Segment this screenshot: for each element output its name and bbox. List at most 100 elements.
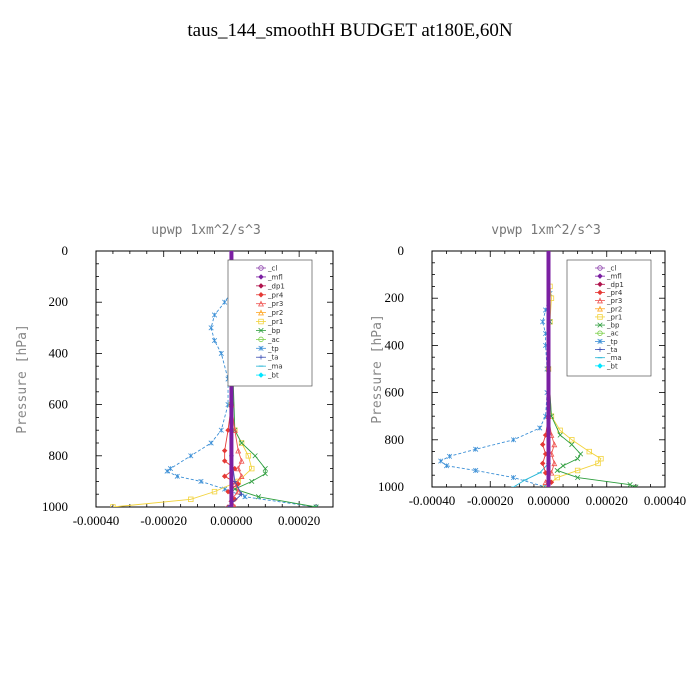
legend-marker <box>258 318 264 325</box>
series-line-pr3 <box>230 404 243 507</box>
data-point <box>211 338 218 344</box>
x-tick-label: -0.00020 <box>467 493 514 508</box>
y-tick-label: 1000 <box>42 499 68 514</box>
data-point <box>238 473 245 479</box>
legend-label: _bt <box>606 362 618 370</box>
data-point <box>238 440 245 446</box>
data-point <box>218 350 224 356</box>
data-point <box>438 458 444 464</box>
page-title: taus_144_smoothH BUDGET at180E,60N <box>187 20 513 41</box>
data-point <box>539 441 546 448</box>
data-point <box>221 447 228 454</box>
series-line-ma <box>513 463 549 487</box>
data-point <box>473 446 479 452</box>
legend-marker <box>597 363 603 369</box>
data-point <box>443 463 450 469</box>
legend-label: _ma <box>267 363 283 371</box>
data-point <box>211 312 218 318</box>
data-point <box>164 468 170 474</box>
data-point <box>239 440 245 446</box>
data-point <box>221 473 228 480</box>
data-point <box>198 478 204 484</box>
y-tick-label: 1000 <box>378 479 404 494</box>
data-point <box>595 460 601 467</box>
y-axis-title: Pressure [hPa] <box>370 314 385 424</box>
legend-label: _bp <box>267 327 281 335</box>
y-tick-label: 0 <box>62 243 69 258</box>
legend-label: _pr1 <box>606 313 622 321</box>
legend-label: _cl <box>267 265 277 273</box>
panel-title: vpwp 1xm^2/s^3 <box>491 223 601 238</box>
legend-label: _tp <box>606 338 618 346</box>
legend-label: _ta <box>267 354 279 362</box>
legend-marker <box>258 336 264 343</box>
x-tick-label: 0.00000 <box>210 513 252 528</box>
x-tick-label: -0.00040 <box>409 493 456 508</box>
data-point <box>174 473 180 479</box>
data-point <box>235 488 242 495</box>
legend-label: _pr3 <box>606 297 622 305</box>
data-point <box>208 325 214 331</box>
data-point <box>554 467 560 474</box>
legend-marker <box>597 322 603 328</box>
y-axis-title: Pressure [hPa] <box>15 324 30 434</box>
legend-marker <box>597 338 603 344</box>
data-point <box>473 467 479 474</box>
data-point <box>225 504 231 507</box>
y-tick-label: 0 <box>398 243 405 258</box>
legend-label: _pr2 <box>267 309 283 317</box>
data-point <box>238 457 245 464</box>
legend-marker <box>597 265 603 271</box>
legend-label: _ta <box>606 346 618 354</box>
legend-label: _pr4 <box>267 291 284 299</box>
data-point <box>245 453 252 459</box>
x-tick-label: -0.00040 <box>73 513 120 528</box>
x-tick-label: 0.00000 <box>527 493 569 508</box>
legend-label: _bp <box>606 322 620 330</box>
y-tick-label: 800 <box>385 432 405 447</box>
data-point <box>586 448 592 455</box>
legend-marker <box>258 372 264 378</box>
data-point <box>510 437 517 443</box>
data-point <box>188 496 194 503</box>
legend-label: _ma <box>606 354 622 362</box>
legend-marker <box>597 347 603 352</box>
data-point <box>313 504 319 507</box>
legend-label: _mfl <box>267 273 283 281</box>
legend-marker <box>258 265 264 271</box>
data-point <box>249 478 255 484</box>
data-point <box>235 465 242 472</box>
legend-marker <box>597 297 603 304</box>
data-point <box>252 453 258 459</box>
data-point <box>539 460 546 467</box>
legend-marker <box>258 292 264 298</box>
legend-label: _pr2 <box>606 305 622 313</box>
data-point <box>222 299 228 305</box>
series-line-tp <box>439 293 551 487</box>
data-point <box>218 427 224 433</box>
legend-marker <box>597 281 603 288</box>
data-point <box>537 425 543 431</box>
data-point <box>627 482 633 487</box>
data-point <box>208 440 214 446</box>
legend-box <box>566 259 652 377</box>
legend-marker <box>597 273 603 279</box>
y-tick-label: 600 <box>385 385 405 400</box>
legend-label: _dp1 <box>267 282 285 290</box>
data-point <box>540 319 546 325</box>
legend-label: _ac <box>267 336 280 344</box>
x-tick-label: 0.00020 <box>278 513 320 528</box>
legend-marker <box>597 330 603 336</box>
data-point <box>557 432 563 438</box>
data-point <box>188 453 194 459</box>
chart-panel-1: upwp 1xm^2/s^3 Pressure [hPa] 0 200 400 600 80… <box>15 223 334 528</box>
data-point <box>235 481 241 487</box>
data-point <box>242 494 248 500</box>
data-point <box>633 484 639 487</box>
legend-marker <box>258 309 264 316</box>
legend-marker <box>258 327 264 334</box>
legend-marker <box>597 289 603 296</box>
legend-box <box>227 259 313 387</box>
data-point <box>551 460 558 467</box>
data-point <box>569 441 575 448</box>
